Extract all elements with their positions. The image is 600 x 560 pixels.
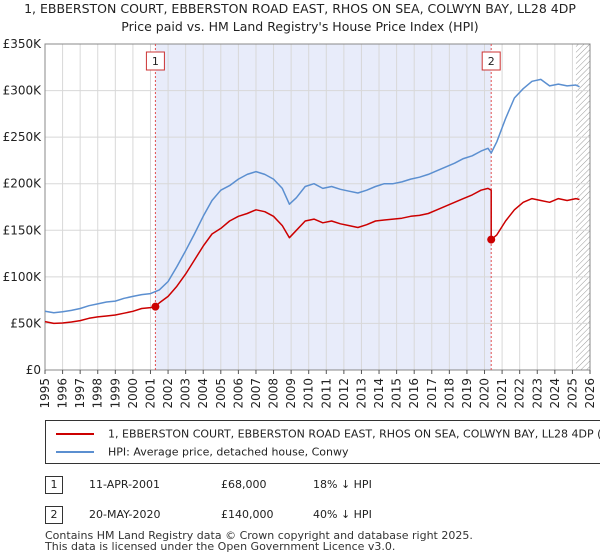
x-tick-label: 1997 [73, 378, 87, 409]
y-tick-label: £100K [3, 270, 43, 284]
sale-point [151, 302, 160, 311]
x-tick-label: 2019 [460, 378, 474, 409]
x-tick-label: 2016 [407, 378, 421, 409]
x-tick-label: 2021 [495, 378, 509, 409]
legend-item-hpi: HPI: Average price, detached house, Conw… [56, 445, 349, 463]
legend: 1, EBBERSTON COURT, EBBERSTON ROAD EAST,… [45, 420, 600, 464]
y-tick-label: £250K [3, 130, 43, 144]
y-tick-label: £50K [10, 316, 42, 330]
chart-subtitle: Price paid vs. HM Land Registry's House … [121, 19, 479, 34]
y-tick-label: £0 [26, 363, 41, 377]
sale-marker-box [145, 51, 165, 71]
x-tick-label: 2015 [390, 378, 404, 409]
sale-number-badge: 2 [45, 506, 63, 524]
x-tick-label: 2001 [143, 378, 157, 409]
x-tick-label: 2005 [214, 378, 228, 409]
x-tick-label: 2020 [478, 378, 492, 409]
footer-copyright: Contains HM Land Registry data © Crown c… [45, 529, 473, 542]
x-tick-label: 2024 [548, 378, 562, 409]
sale-price: £140,000 [221, 508, 274, 521]
sale-point [487, 235, 496, 244]
x-tick-label: 2012 [337, 378, 351, 409]
sale-marker-label: 1 [152, 55, 159, 68]
forecast-hatch [575, 44, 590, 370]
sale-marker-box [481, 51, 501, 71]
sale-number-badge: 1 [45, 476, 63, 494]
footer-attribution: Contains HM Land Registry data © Crown c… [45, 530, 473, 552]
x-tick-label: 2002 [161, 378, 175, 409]
grid-lines [44, 43, 591, 371]
x-tick-label: 2006 [231, 378, 245, 409]
x-tick-label: 2009 [284, 378, 298, 409]
legend-label-property: 1, EBBERSTON COURT, EBBERSTON ROAD EAST,… [108, 427, 600, 441]
x-tick-label: 2010 [302, 378, 316, 409]
x-tick-label: 2007 [249, 378, 263, 409]
x-tick-label: 1995 [38, 378, 52, 409]
x-tick-label: 2018 [442, 378, 456, 409]
y-tick-label: £150K [3, 223, 43, 237]
y-tick-label: £300K [3, 84, 43, 98]
sale-marker-label: 2 [488, 55, 495, 68]
footer-licence: This data is licensed under the Open Gov… [45, 540, 396, 553]
ownership-period-shading [155, 44, 492, 370]
sale-hpi-comparison: 18% ↓ HPI [313, 478, 372, 491]
sale-date: 20-MAY-2020 [89, 508, 161, 521]
x-tick-label: 2025 [565, 378, 579, 409]
sale-price: £68,000 [221, 478, 267, 491]
x-tick-label: 2023 [530, 378, 544, 409]
y-tick-label: £350K [3, 37, 43, 51]
x-tick-label: 2003 [179, 378, 193, 409]
x-tick-label: 1996 [56, 378, 70, 409]
x-axis-ticks: 1995 1996 1997 1998 1999 2000 2001 2002 2003 2004… [38, 370, 597, 409]
x-tick-label: 2008 [267, 378, 281, 409]
x-tick-label: 2000 [126, 378, 140, 409]
chart-title: 1, EBBERSTON COURT, EBBERSTON ROAD EAST,… [24, 1, 576, 16]
x-tick-label: 2013 [354, 378, 368, 409]
x-tick-label: 2004 [196, 378, 210, 409]
x-tick-label: 2011 [319, 378, 333, 409]
plot-border [44, 43, 591, 371]
legend-swatch-property [56, 433, 94, 435]
x-tick-label: 2014 [372, 378, 386, 409]
x-tick-label: 1998 [91, 378, 105, 409]
y-axis-ticks: £0 £50K £100K £150K £200K £250K £300K £350K [3, 37, 43, 377]
sale-hpi-comparison: 40% ↓ HPI [313, 508, 372, 521]
y-tick-label: £200K [3, 177, 43, 191]
x-tick-label: 1999 [108, 378, 122, 409]
sale-points [151, 235, 496, 311]
hpi-line [44, 78, 580, 314]
legend-item-property: 1, EBBERSTON COURT, EBBERSTON ROAD EAST,… [56, 427, 600, 445]
legend-swatch-hpi [56, 451, 94, 453]
chart-title-block: 1, EBBERSTON COURT, EBBERSTON ROAD EAST,… [0, 0, 600, 36]
x-tick-label: 2022 [513, 378, 527, 409]
sale-date: 11-APR-2001 [89, 478, 161, 491]
x-tick-label: 2017 [425, 378, 439, 409]
legend-label-hpi: HPI: Average price, detached house, Conw… [108, 445, 349, 459]
x-tick-label: 2026 [583, 378, 597, 409]
